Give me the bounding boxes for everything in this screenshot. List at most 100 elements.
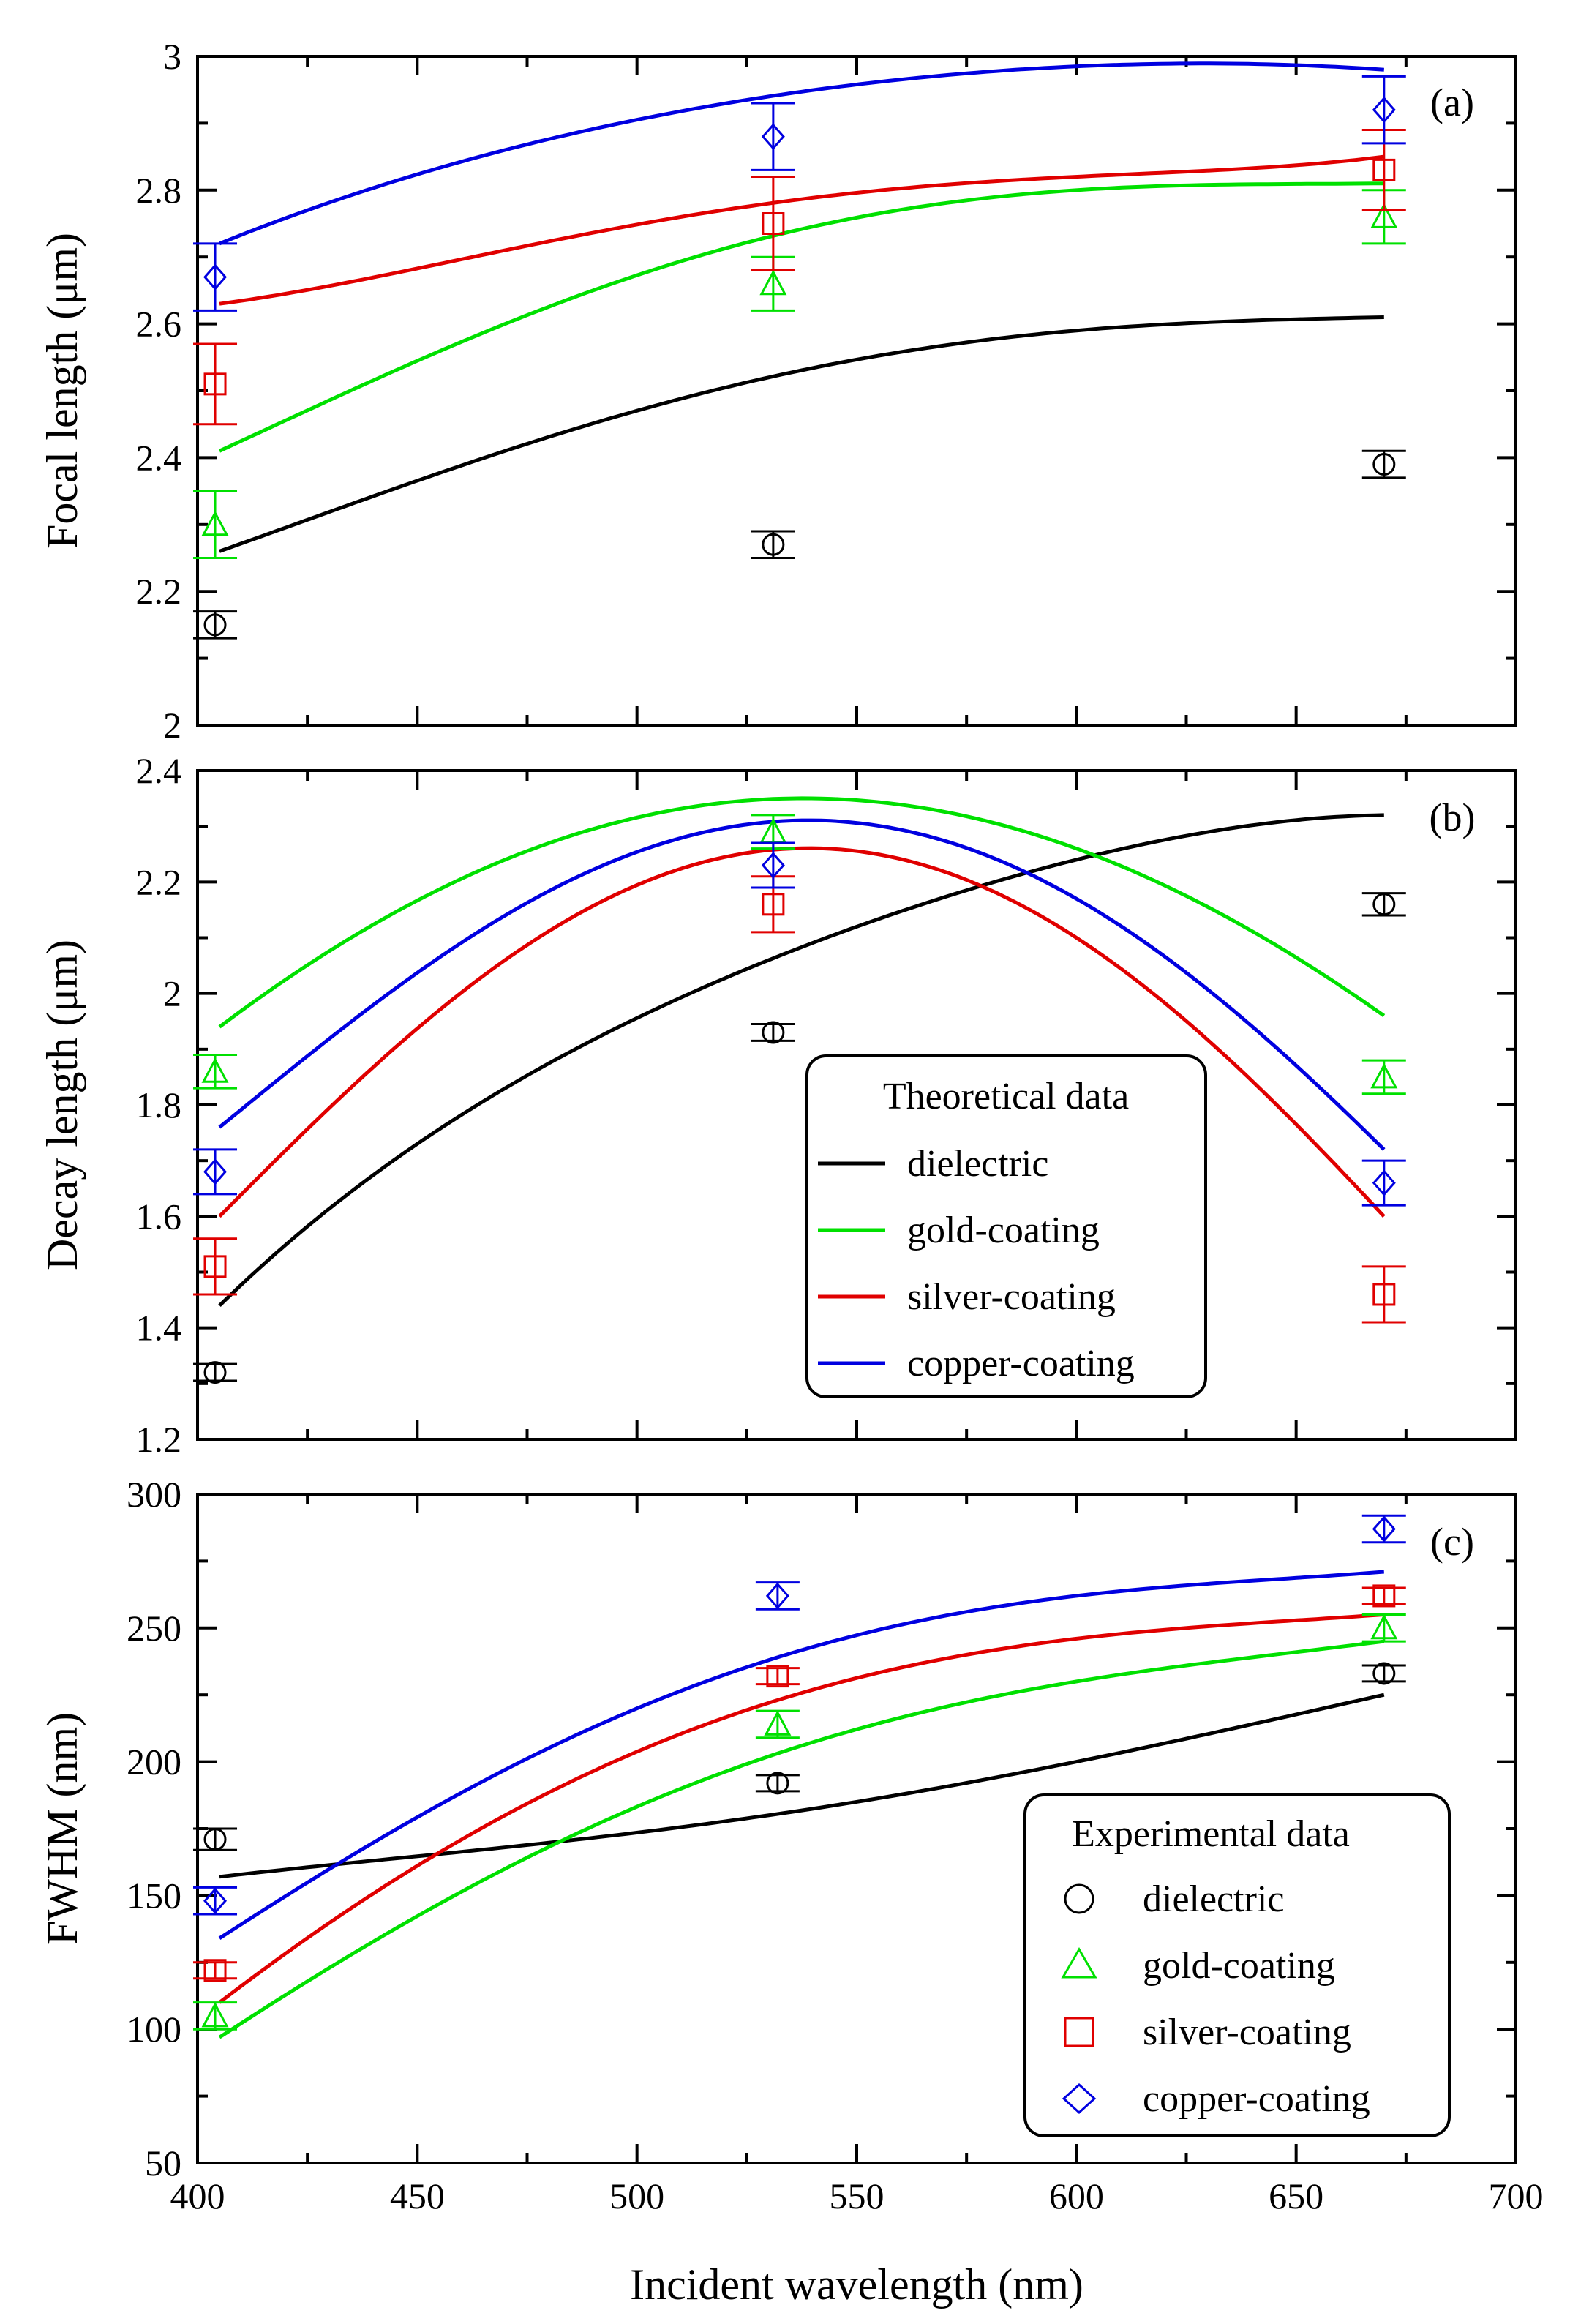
panel-label-b: (b) <box>1430 795 1476 839</box>
panel-label-c: (c) <box>1430 1520 1474 1564</box>
data-point-circle <box>1372 453 1396 476</box>
data-point-square <box>203 372 227 396</box>
y-tick-label: 2.4 <box>136 437 182 478</box>
legend-exp-label-dielectric: dielectric <box>1143 1878 1284 1920</box>
data-point-diamond <box>1372 1169 1396 1196</box>
legend-theory-label-dielectric: dielectric <box>907 1143 1048 1185</box>
legend-theory-label-gold: gold-coating <box>907 1210 1100 1251</box>
data-point-circle <box>762 1021 785 1044</box>
y-tick-label: 2.4 <box>136 750 182 791</box>
theory-curve-gold-coating <box>218 181 1384 453</box>
legend-marker-square <box>1064 2017 1094 2047</box>
y-tick-label: 1.8 <box>136 1084 182 1125</box>
data-point-square <box>1372 158 1396 181</box>
theory-curve-copper-coating <box>218 818 1386 1151</box>
y-tick-label: 200 <box>127 1742 181 1783</box>
legend-experimental-box <box>1023 1793 1451 2137</box>
theory-curve-gold-coating <box>218 796 1386 1029</box>
y-tick-label: 150 <box>127 1875 181 1916</box>
data-point-triangle <box>1370 1062 1398 1089</box>
panel-label-a: (a) <box>1430 80 1474 124</box>
data-point-triangle <box>201 510 229 536</box>
data-point-square <box>766 1665 789 1688</box>
y-tick-label: 3 <box>163 36 181 77</box>
x-tick-label: 600 <box>1049 2175 1104 2216</box>
data-point-circle <box>203 1361 227 1384</box>
theory-curve-copper-coating <box>219 61 1384 246</box>
y-tick-label: 1.4 <box>136 1308 182 1349</box>
ylabel-c: FWHM (nm) <box>38 1712 86 1945</box>
theory-curve-silver-coating <box>218 1613 1384 2004</box>
data-point-diamond <box>203 1887 228 1914</box>
data-point-diamond <box>203 1158 228 1185</box>
panel-a-frame <box>196 55 1517 727</box>
data-point-diamond <box>761 852 785 879</box>
data-point-triangle <box>201 2001 229 2028</box>
y-tick-label: 2.2 <box>136 571 182 612</box>
legend-theoretical-box <box>805 1054 1207 1398</box>
data-point-circle <box>766 1772 789 1795</box>
data-point-diamond <box>765 1582 789 1610</box>
legend-marker-triangle <box>1061 1947 1097 1979</box>
legend-experimental-title: Experimental data <box>1072 1813 1350 1855</box>
data-point-triangle <box>201 1057 229 1083</box>
data-point-triangle <box>764 1710 792 1736</box>
data-point-square <box>203 1255 227 1278</box>
x-tick-label: 650 <box>1269 2175 1323 2216</box>
experimental-points <box>193 75 1406 2031</box>
data-point-square <box>203 1959 227 1982</box>
data-point-square <box>762 212 785 235</box>
data-point-diamond <box>761 123 785 150</box>
x-tick-label: 450 <box>390 2175 445 2216</box>
data-point-circle <box>762 533 785 556</box>
data-point-circle <box>203 613 227 637</box>
theory-curve-dielectric <box>219 1693 1385 1879</box>
theory-curve-silver-coating <box>219 154 1385 306</box>
tick-labels: 2 2.2 2.4 2.6 2.8 3 1.2 1.4 1.6 1.8 2 2.2 2.4 50 100 15… <box>127 36 1544 2216</box>
data-point-diamond <box>1372 96 1396 124</box>
y-tick-label: 250 <box>127 1608 181 1649</box>
data-point-square <box>1372 1283 1396 1306</box>
y-tick-label: 2.6 <box>136 304 182 345</box>
y-tick-label: 2 <box>163 973 181 1014</box>
data-point-circle <box>1372 1662 1396 1685</box>
theory-curve-gold-coating <box>218 1639 1385 2039</box>
data-point-circle <box>1372 893 1396 916</box>
data-point-square <box>762 893 785 916</box>
data-point-diamond <box>1372 1515 1396 1543</box>
data-point-square <box>1372 1584 1396 1608</box>
legend-exp-label-copper: copper-coating <box>1143 2078 1370 2120</box>
ylabel-b: Decay length (μm) <box>38 940 86 1270</box>
x-tick-label: 550 <box>830 2175 884 2216</box>
x-tick-label: 400 <box>170 2175 225 2216</box>
data-point-triangle <box>1370 203 1398 228</box>
legend-experimental: Experimental data dielectric gold-coatin… <box>1023 1793 1451 2137</box>
y-tick-label: 2.8 <box>136 170 182 211</box>
y-tick-label: 1.6 <box>136 1196 182 1237</box>
y-tick-label: 1.2 <box>136 1419 182 1460</box>
x-tick-label: 500 <box>609 2175 664 2216</box>
axis-ticks <box>196 55 1517 2164</box>
theory-curve-silver-coating <box>218 846 1386 1218</box>
legend-marker-diamond <box>1062 2083 1097 2115</box>
data-point-triangle <box>1370 1613 1398 1640</box>
data-point-diamond <box>203 263 228 290</box>
legend-theoretical: Theoretical data dielectric gold-coating… <box>805 1054 1207 1398</box>
x-tick-label: 700 <box>1489 2175 1544 2216</box>
theory-curve-dielectric <box>218 813 1384 1308</box>
legend-exp-label-silver: silver-coating <box>1143 2012 1351 2053</box>
data-point-circle <box>203 1828 227 1851</box>
y-tick-label: 300 <box>127 1474 181 1515</box>
data-point-triangle <box>759 269 787 296</box>
ylabel-a: Focal length (μm) <box>38 233 86 549</box>
theory-curve-copper-coating <box>218 1570 1384 1940</box>
y-tick-label: 100 <box>127 2009 181 2050</box>
legend-theory-label-silver: silver-coating <box>907 1276 1116 1318</box>
legend-exp-label-gold: gold-coating <box>1143 1945 1335 1987</box>
y-tick-label: 50 <box>145 2143 181 2184</box>
legend-theory-label-copper: copper-coating <box>907 1343 1135 1384</box>
xlabel: Incident wavelength (nm) <box>630 2260 1083 2309</box>
y-tick-label: 2 <box>163 705 181 746</box>
y-tick-label: 2.2 <box>136 861 182 902</box>
